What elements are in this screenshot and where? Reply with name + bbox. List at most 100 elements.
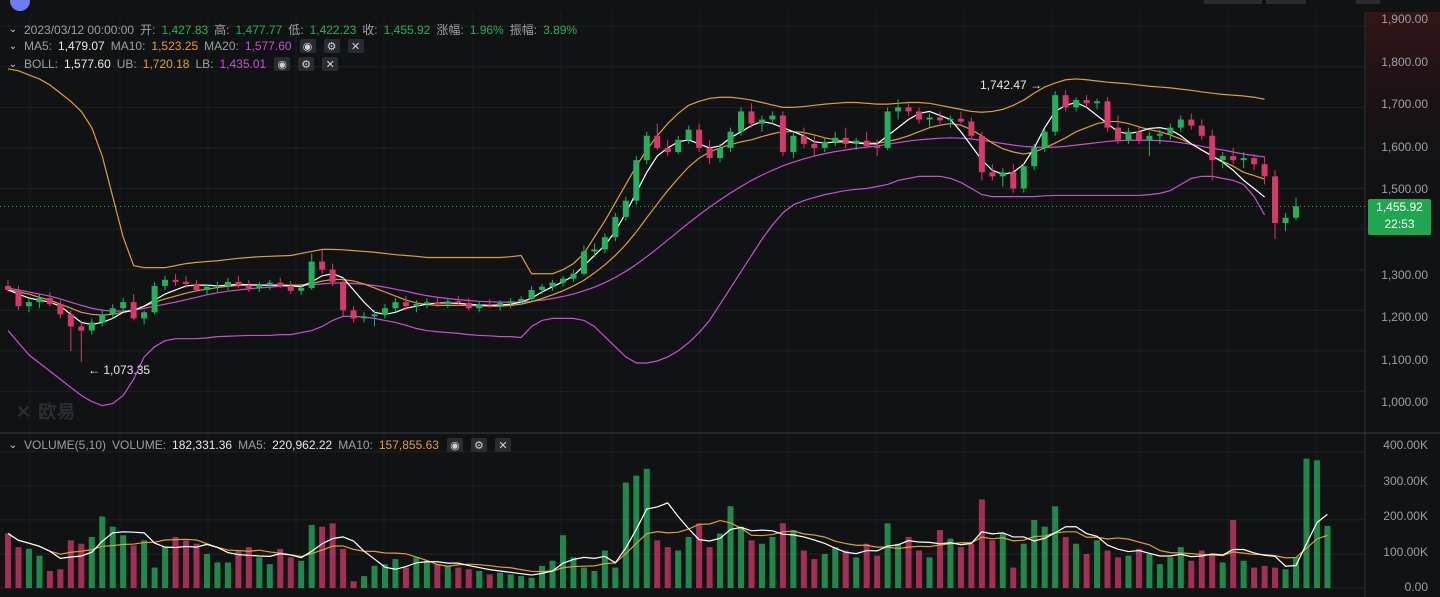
volume-bar <box>245 547 252 588</box>
volume-bar <box>256 557 263 588</box>
volume-bar <box>1198 550 1205 588</box>
volume-bar <box>486 574 493 588</box>
volume-bar <box>769 536 776 588</box>
candle-body <box>832 137 839 142</box>
volume-bar <box>1303 458 1310 588</box>
volume-ma10-value: 157,855.63 <box>378 438 439 452</box>
eye-icon[interactable]: ◉ <box>299 39 316 53</box>
gear-icon[interactable]: ⚙ <box>298 57 315 71</box>
chevron-down-icon[interactable]: ⌄ <box>8 439 18 451</box>
chevron-down-icon[interactable]: ⌄ <box>8 40 18 52</box>
current-price: 1,455.92 <box>1376 200 1423 214</box>
chevron-down-icon[interactable]: ⌄ <box>8 24 18 35</box>
candle-body <box>936 117 943 121</box>
candle-body <box>1010 172 1017 189</box>
volume-bar <box>172 536 179 588</box>
close-icon[interactable]: ✕ <box>347 39 364 53</box>
volume-bar <box>423 560 430 588</box>
candle-body <box>821 141 828 148</box>
candle-body <box>1167 127 1174 134</box>
volume-axis-label: 0.00 <box>1404 580 1428 594</box>
eye-icon[interactable]: ◉ <box>274 57 291 71</box>
candle-body <box>601 237 608 250</box>
candle-body <box>130 302 137 319</box>
candle-body <box>99 314 106 323</box>
candle-date: 2023/03/12 00:00:00 <box>24 22 135 37</box>
volume-bar <box>643 468 650 588</box>
volume-bar <box>539 565 546 588</box>
ma20-line <box>7 137 1265 312</box>
candle-body <box>245 285 252 288</box>
volume-bar <box>580 567 587 588</box>
candle-body <box>319 261 326 270</box>
volume-ma5-line <box>7 502 1328 576</box>
candle-body <box>455 301 462 303</box>
volume-bar <box>1114 557 1121 588</box>
volume-bar <box>612 567 619 588</box>
price-axis-label: 1,900.00 <box>1381 12 1428 26</box>
candle-body <box>15 289 22 307</box>
volume-bar <box>1261 565 1268 588</box>
volume-bar <box>936 530 943 588</box>
candle-body <box>1104 101 1111 128</box>
volume-bar <box>235 550 242 588</box>
volume-bar <box>999 533 1006 588</box>
candle-body <box>1272 176 1279 224</box>
volume-bar <box>1313 460 1320 588</box>
volume-bar <box>1240 560 1247 588</box>
volume-bar <box>36 555 43 588</box>
volume-bar <box>319 526 326 588</box>
volume-bar <box>5 533 11 588</box>
volume-axis-label: 400.00K <box>1383 438 1428 452</box>
candle-body <box>654 135 661 148</box>
volume-bar <box>905 536 912 588</box>
volume-bar <box>758 543 765 588</box>
candle-body <box>1177 119 1184 128</box>
gear-icon[interactable]: ⚙ <box>323 39 340 53</box>
arrow-right-icon: → <box>1030 78 1043 92</box>
ma-legend: ⌄ MA5: 1,479.07 MA10: 1,523.25 MA20: 1,577.… <box>8 39 364 53</box>
volume-bar <box>497 572 504 588</box>
candle-body <box>413 304 420 307</box>
volume-bar <box>130 545 137 588</box>
close-icon[interactable]: ✕ <box>322 57 339 71</box>
candle-body <box>685 129 692 140</box>
candle-body <box>989 172 996 177</box>
volume-bar <box>874 555 881 588</box>
toolbar-button[interactable] <box>1356 0 1380 4</box>
volume-bar <box>203 553 210 588</box>
ub-value: 1,720.18 <box>142 57 190 71</box>
volume-bar <box>465 569 472 588</box>
candle-body <box>612 216 619 238</box>
candle-body <box>1282 217 1289 224</box>
candle-body <box>570 273 577 279</box>
volume-bar <box>675 550 682 588</box>
volume-bar <box>214 562 221 588</box>
candle-body <box>109 308 116 315</box>
low-annotation-value: 1,073.35 <box>103 363 151 377</box>
candle-body <box>423 302 430 305</box>
close-icon[interactable]: ✕ <box>494 438 511 452</box>
candle-body <box>67 314 74 327</box>
toolbar-button[interactable] <box>1204 0 1262 4</box>
volume-ma5-value: 220,962.22 <box>272 438 333 452</box>
toolbar-button[interactable] <box>1266 0 1306 4</box>
eye-icon[interactable]: ◉ <box>446 438 463 452</box>
volume-bar <box>413 557 420 588</box>
gear-icon[interactable]: ⚙ <box>470 438 487 452</box>
candle-body <box>769 115 776 120</box>
volume-bar <box>99 516 106 588</box>
volume-bar <box>57 569 64 588</box>
volume-axis-label: 100.00K <box>1383 545 1428 559</box>
candle-body <box>622 200 629 217</box>
change-value: 1.96% <box>469 22 504 37</box>
chevron-down-icon[interactable]: ⌄ <box>8 58 18 70</box>
candle-body <box>1041 131 1048 148</box>
volume-bar <box>989 540 996 588</box>
volume-bar <box>518 576 525 588</box>
candle-body <box>580 251 587 274</box>
volume-bar <box>570 557 577 588</box>
volume-bar <box>371 565 378 588</box>
